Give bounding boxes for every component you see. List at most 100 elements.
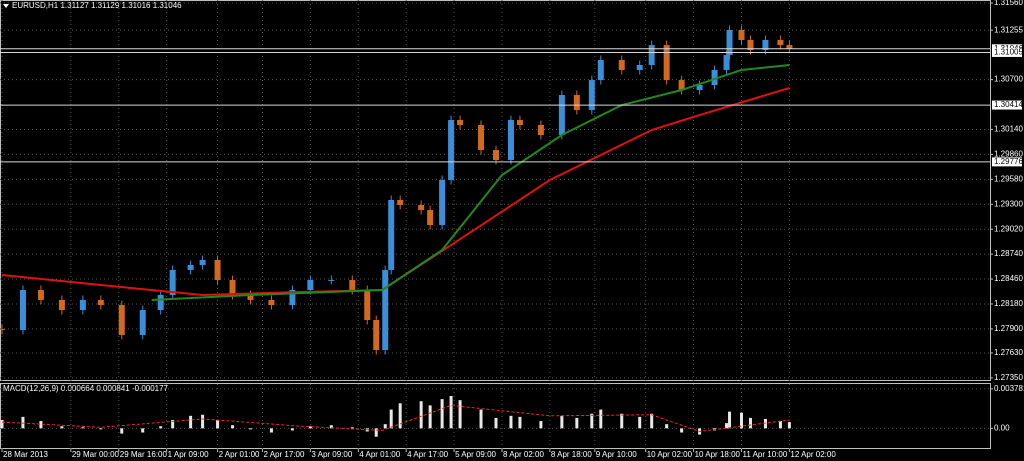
candle-body	[507, 120, 514, 161]
histogram-bar	[560, 415, 564, 429]
x-tick-label: 29 Mar 00:00	[72, 450, 120, 459]
histogram-bar	[518, 416, 522, 429]
histogram-bar	[638, 416, 642, 429]
histogram-bar	[787, 422, 791, 429]
candle-body	[738, 30, 745, 40]
candle-body	[328, 280, 335, 282]
y-tick-label: 1.31560	[994, 0, 1023, 7]
x-tick-label: 3 Apr 09:00	[311, 450, 352, 459]
y-tick-label: 0.00	[994, 423, 1010, 432]
y-tick-label: 1.28740	[994, 249, 1023, 258]
candle-body	[0, 328, 5, 330]
y-tick-label: 1.27900	[994, 324, 1023, 333]
candle-body	[558, 95, 565, 135]
candle-body	[37, 290, 44, 300]
histogram-bar	[383, 424, 387, 429]
histogram-bar	[81, 427, 85, 429]
histogram-bar	[419, 401, 423, 429]
signal-line	[1, 404, 790, 432]
candle-body	[762, 39, 769, 51]
candle-body	[573, 95, 580, 111]
y-tick-label: 1.29580	[994, 174, 1023, 183]
y-tick-label: 1.28460	[994, 274, 1023, 283]
candle-body	[457, 120, 464, 126]
x-tick-label: 10 Apr 18:00	[695, 450, 741, 459]
candle-body	[214, 259, 221, 281]
histogram-bar	[290, 428, 294, 431]
histogram-bar	[21, 416, 25, 429]
candle-body	[247, 294, 254, 300]
x-tick-label: 8 Apr 02:00	[503, 450, 544, 459]
candle-body	[516, 120, 523, 126]
candle-body	[723, 55, 730, 70]
candle-body	[199, 259, 206, 265]
histogram-bar	[479, 409, 483, 429]
histogram-bar	[778, 421, 782, 429]
histogram-bar	[728, 411, 732, 429]
y-tick-label: 1.28180	[994, 299, 1023, 308]
histogram-bar	[763, 418, 767, 429]
histogram-bar	[509, 415, 513, 429]
histogram-bar	[539, 421, 543, 429]
histogram-bar	[308, 426, 312, 429]
histogram-bar	[428, 405, 432, 429]
x-tick-label: 4 Apr 01:00	[359, 450, 400, 459]
candle-body	[636, 64, 643, 70]
x-tick-label: 8 Apr 18:00	[551, 450, 592, 459]
candle-body	[493, 150, 499, 161]
level-label: 1.29776	[994, 157, 1023, 166]
x-tick-label: 28 Mar 2013	[3, 450, 48, 459]
candle-body	[382, 269, 389, 351]
x-tick-label: 5 Apr 09:00	[455, 450, 496, 459]
histogram-bar	[374, 428, 378, 437]
y-tick-label: 1.31255	[994, 25, 1023, 34]
y-tick-label: 1.29020	[994, 224, 1023, 233]
y-tick-label: 1.30140	[994, 125, 1023, 134]
histogram-bar	[201, 414, 205, 429]
y-tick-label: 1.29300	[994, 199, 1023, 208]
level-label-box	[992, 100, 1022, 110]
candle-body	[711, 69, 718, 86]
histogram-bar	[575, 417, 579, 429]
histogram-bar	[120, 428, 124, 434]
y-tick-label: 1.27350	[994, 373, 1023, 382]
x-tick-label: 4 Apr 17:00	[407, 450, 448, 459]
candle-body	[169, 269, 176, 295]
histogram-bar	[599, 409, 603, 429]
histogram-bar	[171, 419, 175, 429]
x-tick-label: 12 Apr 02:00	[790, 450, 836, 459]
histogram-bar	[440, 399, 444, 429]
x-tick-label: 29 Mar 16:00	[120, 450, 168, 459]
y-tick-label: 0.003781	[994, 384, 1024, 393]
candle-body	[648, 45, 655, 65]
candle-body	[418, 204, 425, 211]
candle-body	[157, 294, 164, 311]
macd-pane-frame	[0, 383, 991, 449]
histogram-bar	[248, 428, 252, 430]
candle-body	[229, 280, 236, 295]
histogram-bar	[39, 421, 43, 429]
x-tick-label: 1 Apr 09:00	[168, 450, 209, 459]
candle-body	[663, 45, 670, 81]
candle-body	[747, 39, 754, 51]
histogram-bar	[389, 409, 393, 429]
histogram-bar	[680, 428, 684, 433]
histogram-bar	[398, 403, 402, 429]
candle-body	[268, 299, 275, 306]
histogram-bar	[350, 427, 354, 429]
candle-body	[139, 310, 146, 335]
price-pane-frame	[0, 0, 991, 381]
candle-body	[397, 199, 404, 205]
candle-body	[427, 210, 434, 226]
histogram-bar	[231, 425, 235, 429]
histogram-bar	[189, 415, 193, 429]
level-label: 1.30414	[994, 100, 1023, 109]
chart-title: EURUSD,H1 1.31127 1.31129 1.31016 1.3104…	[12, 1, 182, 10]
candle-body	[58, 299, 65, 311]
histogram-bar	[60, 426, 64, 429]
moving-average	[151, 64, 790, 301]
candle-body	[388, 199, 395, 270]
candle-body	[364, 290, 371, 321]
histogram-bar	[458, 400, 462, 429]
